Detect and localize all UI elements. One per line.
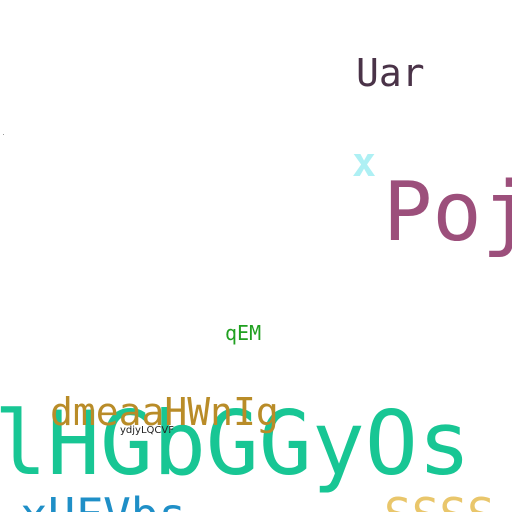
word-qem: qEM (225, 321, 262, 345)
word-ydjylqcvf: ydjyLQCVF (120, 425, 174, 436)
word-lhgbggyos: lHGbGGyOs (0, 392, 471, 495)
stray-dot (3, 134, 4, 135)
word-x: x (352, 140, 377, 186)
word-xufvbs: xUFVbs (20, 492, 186, 512)
word-dmeaahwnlg: dmeaaHWnIg (50, 390, 279, 434)
word-uar: Uar (356, 51, 425, 95)
word-poj: Poj (383, 165, 512, 260)
word-bottom-right-partial: SSSS (384, 492, 495, 512)
